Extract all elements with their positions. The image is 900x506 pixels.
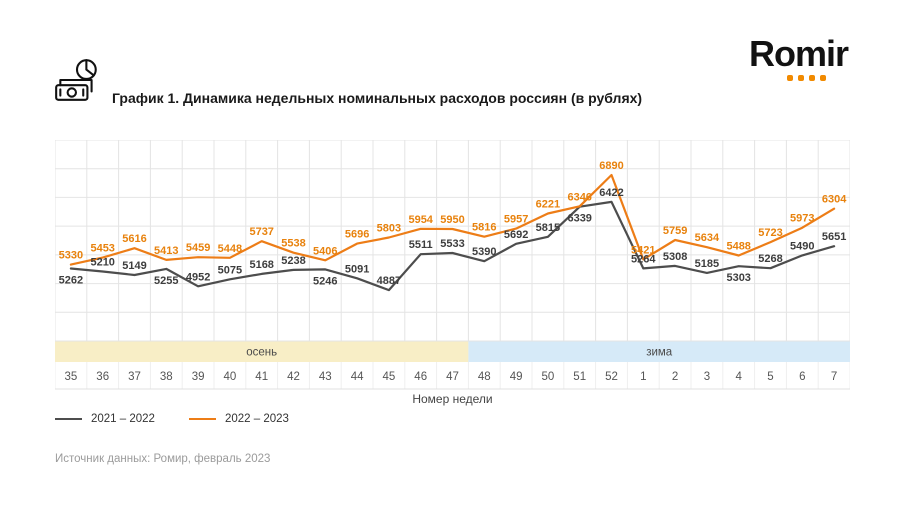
legend-swatch-orange-line bbox=[188, 418, 216, 420]
svg-text:6346: 6346 bbox=[567, 191, 591, 203]
svg-text:5330: 5330 bbox=[59, 250, 83, 262]
svg-text:1: 1 bbox=[640, 371, 646, 383]
svg-text:5264: 5264 bbox=[631, 253, 656, 265]
svg-text:6: 6 bbox=[799, 371, 805, 383]
svg-text:5634: 5634 bbox=[695, 232, 720, 244]
svg-text:50: 50 bbox=[542, 371, 555, 383]
svg-text:5954: 5954 bbox=[408, 214, 433, 226]
svg-text:5737: 5737 bbox=[249, 226, 273, 238]
svg-text:38: 38 bbox=[160, 371, 173, 383]
svg-text:48: 48 bbox=[478, 371, 491, 383]
romir-logo-text: Romir bbox=[748, 33, 849, 74]
logo-dot bbox=[797, 75, 804, 81]
svg-text:5406: 5406 bbox=[313, 245, 337, 257]
svg-text:осень: осень bbox=[246, 347, 277, 359]
logo-dot bbox=[808, 75, 815, 81]
svg-text:5448: 5448 bbox=[218, 243, 242, 255]
logo-dot bbox=[819, 75, 826, 81]
svg-text:5459: 5459 bbox=[186, 242, 210, 254]
svg-text:5075: 5075 bbox=[218, 264, 242, 276]
svg-text:35: 35 bbox=[65, 371, 78, 383]
svg-text:5723: 5723 bbox=[758, 227, 782, 239]
svg-text:49: 49 bbox=[510, 371, 523, 383]
svg-text:5185: 5185 bbox=[695, 258, 719, 270]
chart-title: График 1. Динамика недельных номинальных… bbox=[112, 90, 643, 106]
svg-text:3: 3 bbox=[704, 371, 710, 383]
legend-label-2021-2022: 2021 – 2022 bbox=[91, 413, 155, 425]
svg-text:6221: 6221 bbox=[536, 199, 560, 211]
svg-text:5303: 5303 bbox=[726, 272, 750, 284]
svg-text:5803: 5803 bbox=[377, 223, 401, 235]
svg-text:5973: 5973 bbox=[790, 213, 814, 225]
svg-text:5616: 5616 bbox=[122, 233, 146, 245]
svg-text:5268: 5268 bbox=[758, 253, 782, 265]
svg-text:5815: 5815 bbox=[536, 222, 560, 234]
legend-item-2021-2022: 2021 – 2022 bbox=[55, 413, 155, 425]
svg-text:5390: 5390 bbox=[472, 246, 496, 258]
chart-area: осень зима 35 36 37 38 39 40 41 42 43 44 45 46 47 48 49 5… bbox=[55, 140, 850, 390]
legend-item-2022-2023: 2022 – 2023 bbox=[188, 413, 289, 425]
svg-text:5816: 5816 bbox=[472, 222, 496, 234]
svg-text:5308: 5308 bbox=[663, 251, 687, 263]
svg-text:6890: 6890 bbox=[599, 160, 623, 172]
svg-text:39: 39 bbox=[192, 371, 205, 383]
svg-text:5950: 5950 bbox=[440, 214, 464, 226]
svg-text:6304: 6304 bbox=[822, 194, 847, 206]
svg-text:5651: 5651 bbox=[822, 231, 846, 243]
legend-label-2022-2023: 2022 – 2023 bbox=[224, 413, 289, 425]
svg-text:5238: 5238 bbox=[281, 255, 305, 267]
romir-logo-dots bbox=[786, 75, 848, 81]
svg-text:40: 40 bbox=[224, 371, 237, 383]
svg-text:36: 36 bbox=[96, 371, 109, 383]
svg-text:4952: 4952 bbox=[186, 271, 210, 283]
money-analytics-icon-svg bbox=[55, 59, 97, 101]
svg-text:5453: 5453 bbox=[90, 243, 114, 255]
svg-text:5488: 5488 bbox=[726, 241, 750, 253]
svg-text:5957: 5957 bbox=[504, 214, 528, 226]
svg-text:41: 41 bbox=[255, 371, 268, 383]
svg-text:51: 51 bbox=[573, 371, 586, 383]
svg-text:42: 42 bbox=[287, 371, 300, 383]
svg-text:4: 4 bbox=[735, 371, 742, 383]
svg-text:5246: 5246 bbox=[313, 275, 337, 287]
svg-text:6422: 6422 bbox=[599, 187, 623, 199]
logo-dot bbox=[786, 75, 793, 81]
svg-text:5262: 5262 bbox=[59, 275, 83, 287]
svg-text:5696: 5696 bbox=[345, 229, 369, 241]
svg-text:5692: 5692 bbox=[504, 229, 528, 241]
svg-text:43: 43 bbox=[319, 371, 332, 383]
svg-text:зима: зима bbox=[646, 347, 673, 359]
money-analytics-icon bbox=[52, 55, 102, 105]
legend-swatch-dark-line bbox=[55, 418, 82, 420]
svg-text:5210: 5210 bbox=[90, 257, 114, 269]
svg-text:5538: 5538 bbox=[281, 238, 305, 250]
svg-text:47: 47 bbox=[446, 371, 459, 383]
svg-text:4887: 4887 bbox=[377, 275, 401, 287]
svg-text:7: 7 bbox=[831, 371, 837, 383]
svg-text:2: 2 bbox=[672, 371, 678, 383]
svg-text:5149: 5149 bbox=[122, 260, 146, 272]
svg-text:5533: 5533 bbox=[440, 238, 464, 250]
svg-text:52: 52 bbox=[605, 371, 618, 383]
svg-text:5413: 5413 bbox=[154, 245, 178, 257]
svg-text:5091: 5091 bbox=[345, 263, 369, 275]
romir-logo: Romir bbox=[748, 33, 849, 81]
x-axis-title: Номер недели bbox=[412, 392, 493, 406]
svg-text:46: 46 bbox=[414, 371, 427, 383]
svg-text:6339: 6339 bbox=[567, 213, 591, 225]
svg-text:5511: 5511 bbox=[409, 239, 433, 251]
svg-text:5: 5 bbox=[767, 371, 773, 383]
data-source-note: Источник данных: Ромир, февраль 2023 bbox=[55, 453, 271, 465]
legend: 2021 – 2022 2022 – 2023 bbox=[55, 413, 289, 425]
svg-text:5759: 5759 bbox=[663, 225, 687, 237]
svg-text:5490: 5490 bbox=[790, 240, 814, 252]
svg-text:37: 37 bbox=[128, 371, 141, 383]
svg-text:45: 45 bbox=[383, 371, 396, 383]
svg-text:44: 44 bbox=[351, 371, 364, 383]
svg-text:5421: 5421 bbox=[631, 244, 655, 256]
svg-text:5255: 5255 bbox=[154, 275, 178, 287]
svg-text:5168: 5168 bbox=[249, 259, 273, 271]
